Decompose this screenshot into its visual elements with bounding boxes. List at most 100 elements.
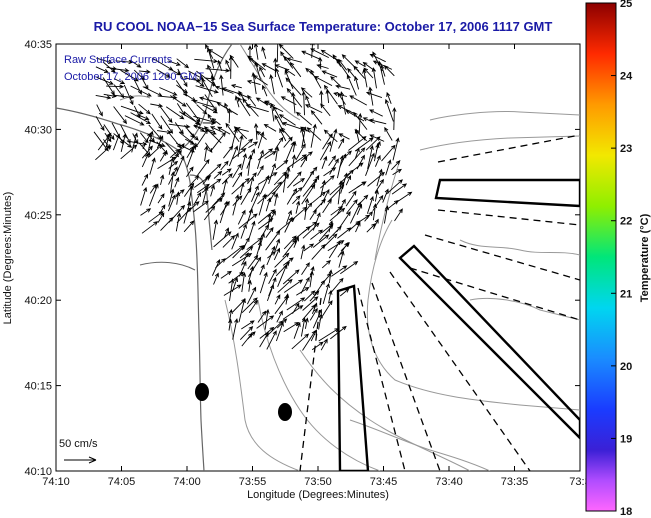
current-vector	[349, 201, 361, 224]
current-vector	[338, 137, 345, 149]
transect-line	[409, 267, 580, 321]
current-vector	[282, 171, 288, 193]
current-vector	[259, 264, 265, 276]
map-layer: Raw Surface Currents October 17, 2006 12…	[56, 44, 580, 471]
current-vector	[217, 59, 223, 72]
current-vector	[261, 84, 268, 97]
current-vector	[302, 222, 320, 239]
current-vector	[203, 205, 216, 221]
current-vector	[130, 85, 152, 97]
current-vector	[242, 98, 259, 117]
current-vector	[141, 145, 153, 159]
current-vector	[96, 104, 103, 117]
current-vector	[231, 277, 239, 292]
current-vector	[253, 122, 259, 140]
scale-label: 50 cm/s	[59, 438, 98, 450]
current-vector	[382, 188, 389, 203]
y-tick-label: 40:20	[24, 295, 52, 307]
current-vector	[292, 195, 301, 205]
current-vector	[328, 289, 333, 304]
survey-box	[434, 178, 580, 208]
current-vector	[269, 103, 275, 122]
plot-area	[55, 43, 581, 472]
transect-line	[389, 271, 531, 471]
current-vector	[291, 187, 304, 197]
current-vector	[394, 208, 403, 222]
current-vector	[384, 126, 393, 141]
current-vector	[310, 109, 323, 125]
current-vector	[138, 69, 151, 74]
y-tick-label: 40:15	[24, 381, 52, 393]
current-vector	[268, 163, 277, 184]
current-vector	[319, 174, 335, 189]
current-vector	[277, 263, 288, 287]
current-vector	[240, 223, 247, 239]
current-vector	[319, 300, 333, 321]
current-vector	[259, 271, 268, 294]
current-vector	[211, 259, 221, 276]
colorbar-tick-label: 19	[620, 433, 632, 445]
current-vector	[283, 235, 297, 250]
transect-lines	[299, 134, 580, 471]
current-vector	[133, 69, 145, 81]
current-vector	[383, 65, 395, 77]
current-vector	[312, 191, 326, 204]
colorbar-label: Temperature (°C)	[639, 213, 651, 302]
current-vector	[340, 172, 348, 194]
current-vector	[183, 220, 195, 233]
current-vector	[159, 105, 173, 124]
current-vector	[241, 320, 255, 330]
current-vector	[115, 59, 134, 65]
colorbar-tick-label: 21	[620, 288, 632, 300]
current-vector	[232, 318, 239, 340]
current-vector	[113, 78, 126, 84]
current-vector	[251, 71, 257, 95]
current-vector	[291, 333, 310, 350]
current-vector	[106, 84, 125, 89]
current-vector	[193, 191, 202, 206]
depth-contour	[459, 239, 580, 256]
current-vector	[261, 63, 276, 72]
current-vector	[285, 77, 302, 96]
current-vector	[313, 76, 333, 86]
current-vector	[193, 77, 205, 87]
current-vector	[274, 192, 279, 206]
current-vector	[129, 140, 148, 146]
current-vector	[239, 246, 254, 259]
current-vector	[295, 200, 301, 214]
coastline	[119, 95, 151, 101]
current-vector	[266, 245, 276, 266]
depth-contour	[366, 219, 580, 411]
current-vector	[282, 305, 304, 320]
chart-title: RU COOL NOAA−15 Sea Surface Temperature:…	[94, 19, 553, 34]
current-vector	[266, 284, 275, 302]
current-vector	[329, 158, 339, 175]
current-vector	[237, 209, 246, 225]
current-vector	[247, 265, 254, 285]
current-vector	[187, 185, 194, 206]
current-vector	[248, 141, 259, 148]
current-vector	[133, 105, 141, 119]
current-vector	[247, 94, 257, 107]
y-tick-label: 40:10	[24, 466, 52, 478]
current-vector	[278, 44, 294, 59]
current-vector	[257, 310, 267, 323]
current-vector	[239, 182, 245, 196]
current-vector	[219, 200, 228, 224]
current-vector	[316, 64, 329, 69]
current-vector	[201, 178, 222, 193]
transect-line	[424, 234, 580, 281]
current-vector	[309, 307, 318, 321]
current-vector	[277, 278, 293, 293]
current-vector	[392, 168, 402, 176]
current-vector	[257, 131, 265, 149]
current-vector	[225, 122, 240, 143]
current-vector	[149, 157, 156, 175]
transect-line	[357, 287, 406, 471]
current-vector	[195, 85, 219, 94]
current-vector	[392, 137, 400, 161]
current-vector	[185, 102, 201, 123]
current-vector	[292, 178, 306, 187]
current-vector	[210, 184, 215, 197]
current-vector	[130, 112, 152, 124]
